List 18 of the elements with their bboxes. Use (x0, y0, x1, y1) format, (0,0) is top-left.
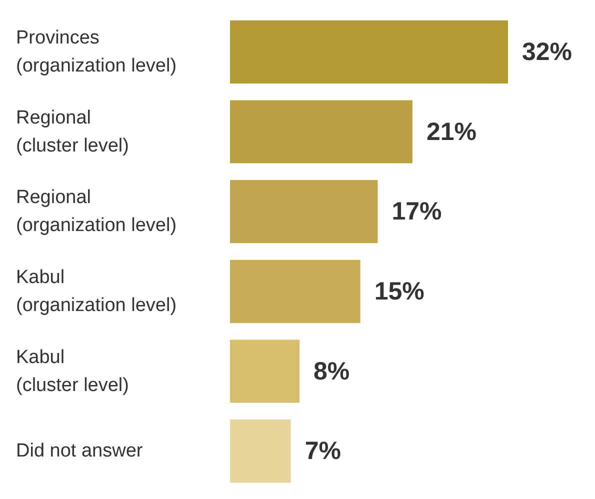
bar (230, 260, 360, 323)
data-label: 17% (392, 198, 442, 226)
y-tick-label: Regional (organization level) (16, 187, 177, 236)
y-tick-label: Kabul (organization level) (16, 266, 177, 316)
bar (230, 420, 291, 483)
data-label: 15% (374, 277, 424, 306)
data-label: 8% (314, 357, 350, 386)
data-label: 7% (304, 437, 341, 466)
bar (230, 180, 378, 244)
bar (230, 100, 412, 164)
bar (230, 340, 300, 403)
y-tick-label: Provinces (organization level) (16, 27, 177, 76)
bar (230, 20, 508, 84)
y-tick-label: Regional (cluster level) (16, 107, 129, 156)
data-label: 32% (522, 38, 572, 66)
data-label: 21% (426, 118, 476, 146)
y-tick-label: Kabul (cluster level) (16, 346, 129, 396)
y-tick-label: Did not answer (16, 440, 144, 462)
